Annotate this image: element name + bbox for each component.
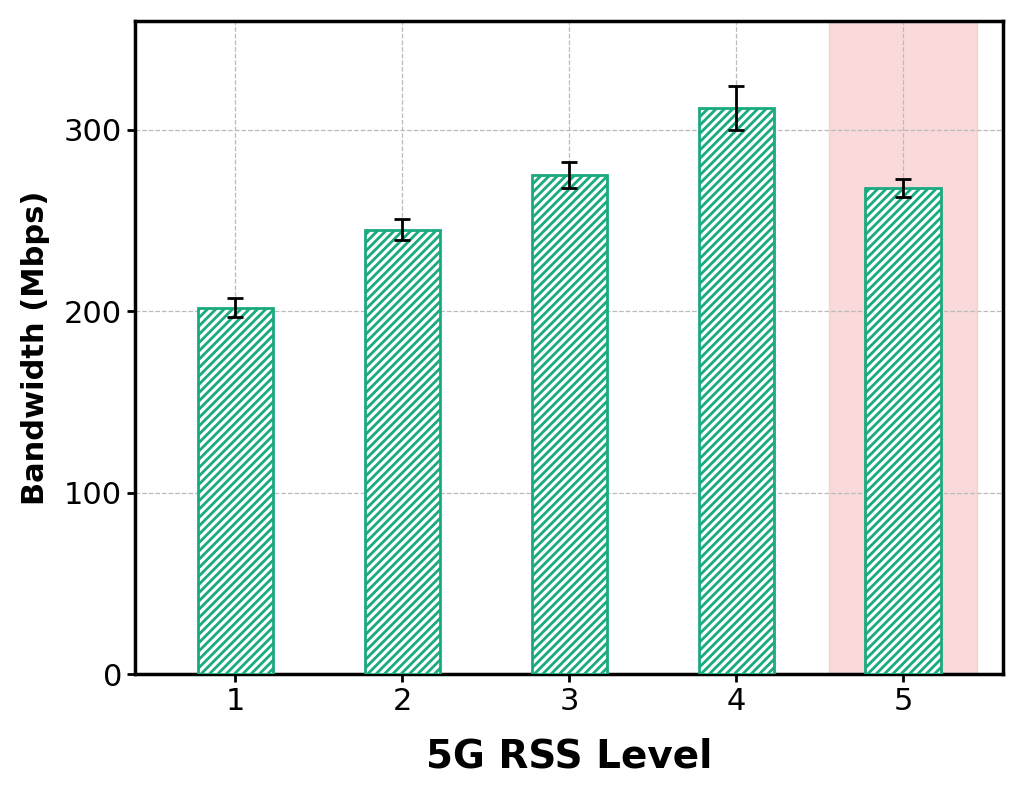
Bar [828, 21, 977, 674]
Y-axis label: Bandwidth (Mbps): Bandwidth (Mbps) [20, 190, 50, 505]
X-axis label: 5G RSS Level: 5G RSS Level [426, 737, 713, 775]
Bar [865, 188, 941, 674]
Bar [698, 108, 774, 674]
Bar [198, 307, 272, 674]
Bar [531, 175, 607, 674]
Bar [365, 229, 439, 674]
